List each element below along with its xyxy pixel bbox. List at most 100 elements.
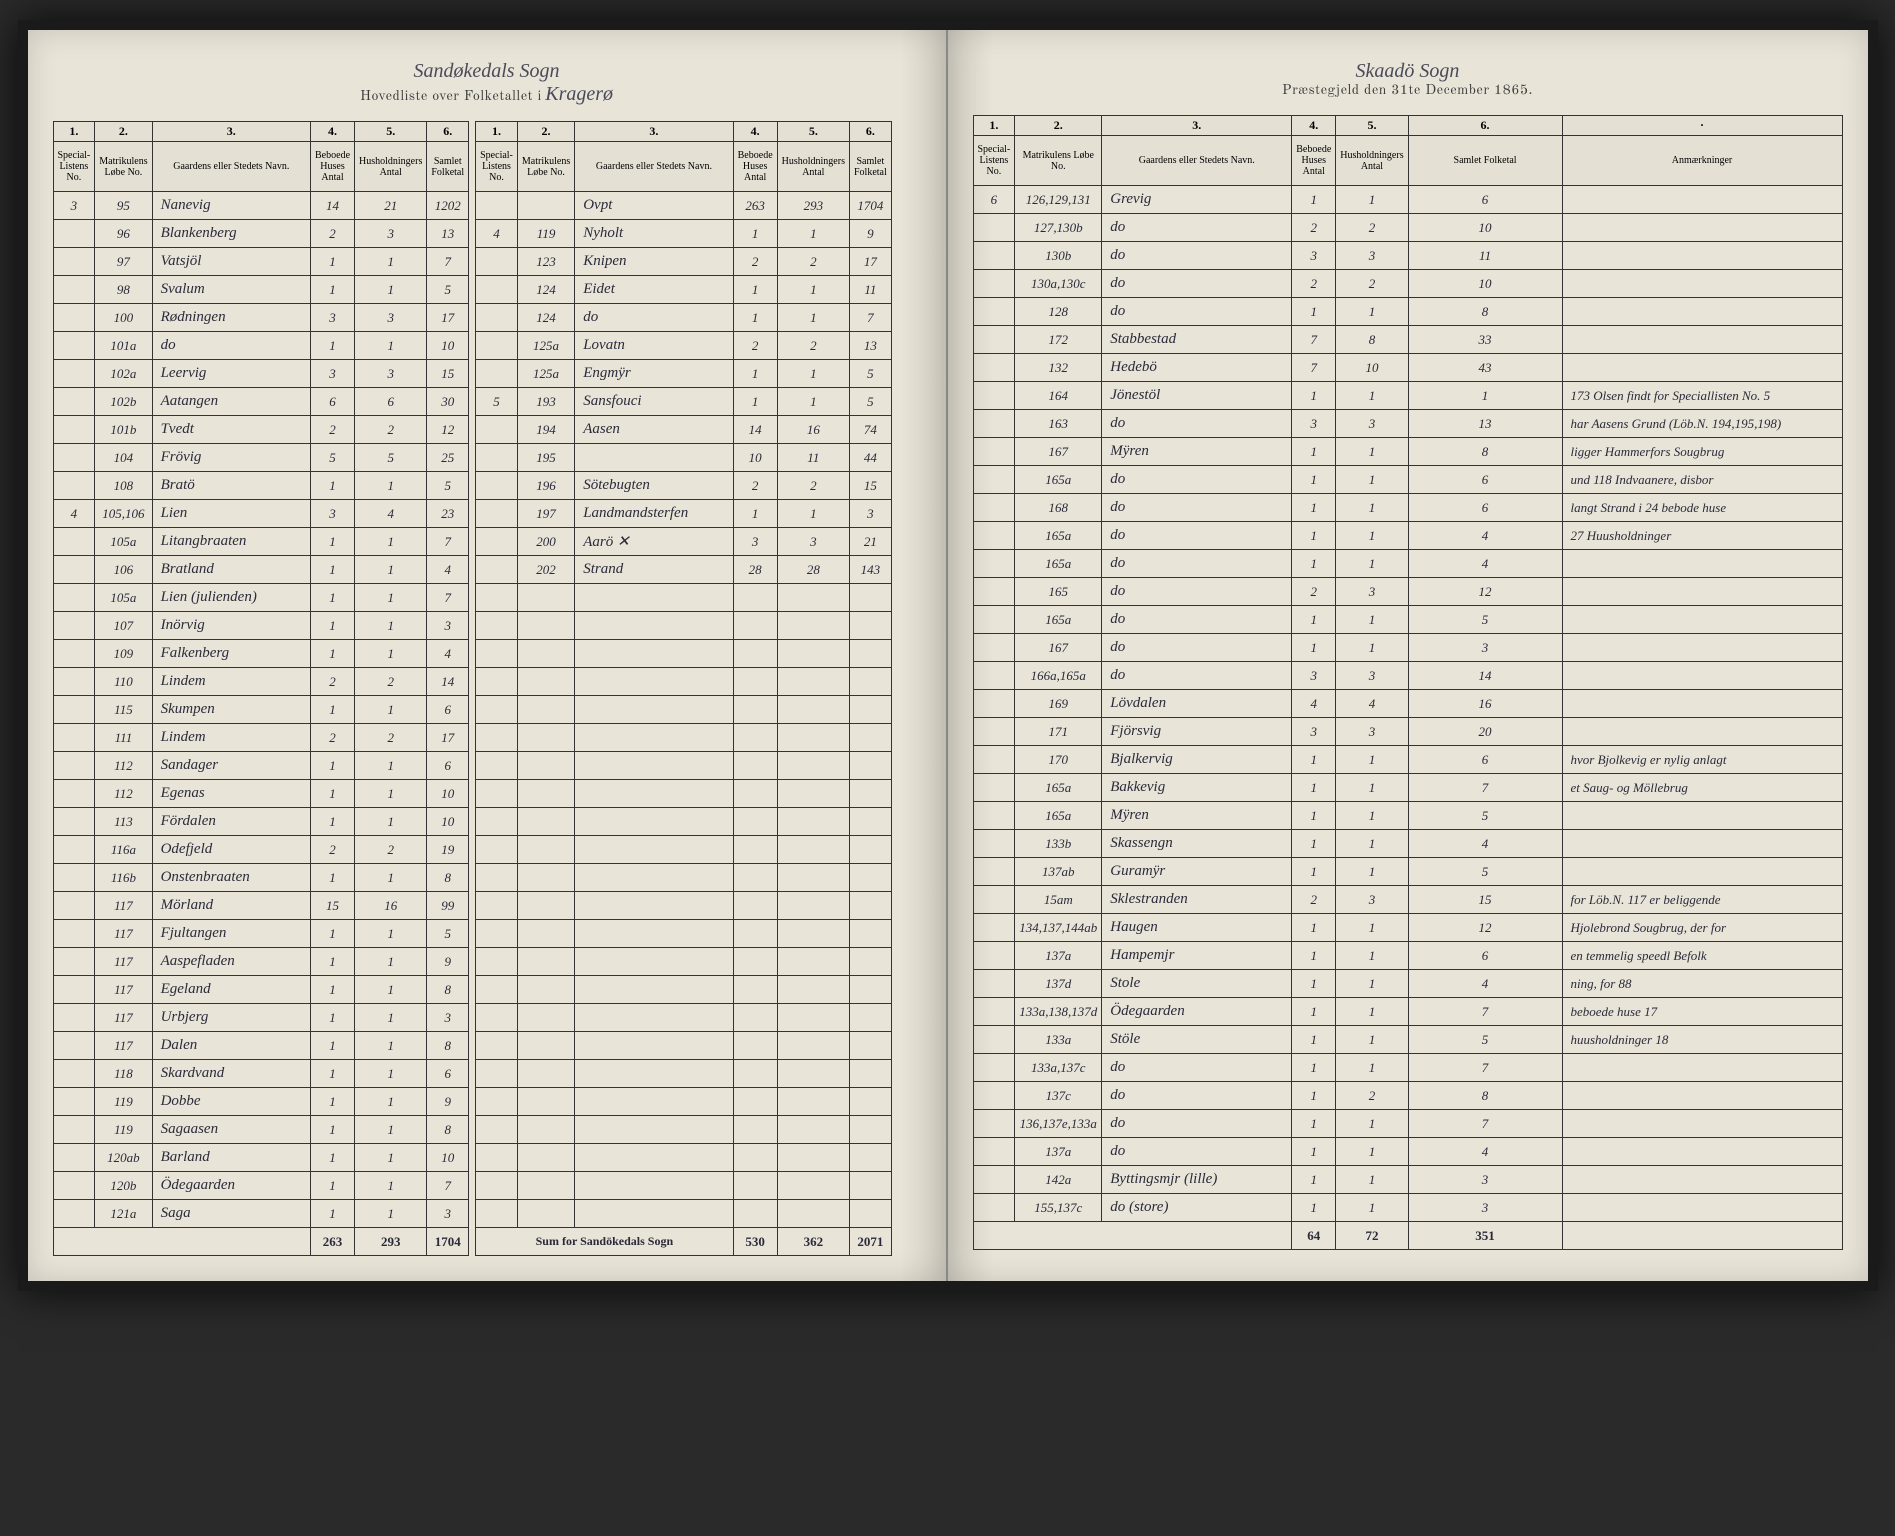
matrikul-no: 168	[1015, 494, 1102, 522]
special-list-no	[53, 724, 95, 752]
households: 28	[777, 556, 849, 584]
population: 15	[1408, 886, 1562, 914]
special-list-no	[53, 332, 95, 360]
households: 2	[777, 332, 849, 360]
households: 1	[1336, 774, 1408, 802]
houses: 1	[1292, 858, 1336, 886]
houses: 1	[1292, 802, 1336, 830]
place-name: Hampemjr	[1102, 942, 1292, 970]
households: 1	[1336, 998, 1408, 1026]
households: 1	[355, 920, 427, 948]
matrikul-no: 119	[95, 1116, 152, 1144]
matrikul-no: 125a	[517, 332, 574, 360]
matrikul-no: 133b	[1015, 830, 1102, 858]
remarks: 27 Huusholdninger	[1562, 522, 1842, 550]
place-name: Skassengn	[1102, 830, 1292, 858]
place-name: Fjörsvig	[1102, 718, 1292, 746]
remarks	[1562, 1082, 1842, 1110]
special-list-no	[476, 472, 518, 500]
table-row: 124Eidet1111	[476, 276, 892, 304]
matrikul-no: 172	[1015, 326, 1102, 354]
remarks	[1562, 662, 1842, 690]
houses: 1	[1292, 186, 1336, 214]
population: 13	[849, 332, 891, 360]
special-list-no	[53, 976, 95, 1004]
place-name: Grevig	[1102, 186, 1292, 214]
population: 7	[427, 584, 469, 612]
households: 1	[1336, 970, 1408, 998]
table-row	[476, 808, 892, 836]
households: 3	[1336, 718, 1408, 746]
houses: 1	[311, 864, 355, 892]
table-row: 165ado11427 Huusholdninger	[973, 522, 1842, 550]
place-name: Egeland	[152, 976, 310, 1004]
population: 6	[1408, 494, 1562, 522]
households: 1	[355, 780, 427, 808]
households: 3	[355, 304, 427, 332]
special-list-no	[53, 640, 95, 668]
houses: 3	[1292, 718, 1336, 746]
special-list-no	[973, 718, 1015, 746]
place-name: Barland	[152, 1144, 310, 1172]
matrikul-no: 127,130b	[1015, 214, 1102, 242]
matrikul-no: 194	[517, 416, 574, 444]
matrikul-no: 107	[95, 612, 152, 640]
houses: 1	[311, 248, 355, 276]
remarks	[1562, 830, 1842, 858]
place-name: Litangbraaten	[152, 528, 310, 556]
special-list-no	[53, 444, 95, 472]
table-row: 133aStöle115huusholdninger 18	[973, 1026, 1842, 1054]
place-name: Bjalkervig	[1102, 746, 1292, 774]
left-table-a: 1. 2. 3. 4. 5. 6. Special-Listens No. Ma…	[53, 121, 470, 1256]
population: 16	[1408, 690, 1562, 718]
special-list-no	[973, 914, 1015, 942]
place-name: Lovatn	[575, 332, 733, 360]
special-list-no	[53, 1144, 95, 1172]
households: 3	[777, 528, 849, 556]
table-row: 130bdo3311	[973, 242, 1842, 270]
houses: 3	[1292, 242, 1336, 270]
households: 1	[355, 612, 427, 640]
matrikul-no: 130a,130c	[1015, 270, 1102, 298]
population: 13	[1408, 410, 1562, 438]
houses: 1	[1292, 1194, 1336, 1222]
matrikul-no: 137a	[1015, 942, 1102, 970]
table-row: 172Stabbestad7833	[973, 326, 1842, 354]
table-row: 165aBakkevig117et Saug- og Möllebrug	[973, 774, 1842, 802]
table-row: 4105,106Lien3423	[53, 500, 469, 528]
special-list-no: 4	[53, 500, 95, 528]
matrikul-no: 164	[1015, 382, 1102, 410]
population: 8	[427, 1032, 469, 1060]
households: 1	[355, 864, 427, 892]
place-name: Lien (julienden)	[152, 584, 310, 612]
remarks: ning, for 88	[1562, 970, 1842, 998]
matrikul-no: 97	[95, 248, 152, 276]
matrikul-no: 137d	[1015, 970, 1102, 998]
special-list-no	[973, 634, 1015, 662]
matrikul-no: 125a	[517, 360, 574, 388]
table-row: 4119Nyholt119	[476, 220, 892, 248]
houses: 1	[733, 500, 777, 528]
remarks: en temmelig speedl Befolk	[1562, 942, 1842, 970]
table-row: 167Mÿren118ligger Hammerfors Sougbrug	[973, 438, 1842, 466]
table-row: 119Dobbe119	[53, 1088, 469, 1116]
special-list-no	[476, 276, 518, 304]
houses: 1	[1292, 1138, 1336, 1166]
place-name: Blankenberg	[152, 220, 310, 248]
remarks: huusholdninger 18	[1562, 1026, 1842, 1054]
remarks: et Saug- og Möllebrug	[1562, 774, 1842, 802]
population: 3	[427, 612, 469, 640]
households: 2	[355, 836, 427, 864]
place-name: Bakkevig	[1102, 774, 1292, 802]
population: 3	[1408, 1166, 1562, 1194]
place-name: Nyholt	[575, 220, 733, 248]
population: 5	[427, 472, 469, 500]
population: 5	[427, 920, 469, 948]
population: 3	[427, 1004, 469, 1032]
households: 1	[355, 1004, 427, 1032]
place-name: Bratö	[152, 472, 310, 500]
remarks: ligger Hammerfors Sougbrug	[1562, 438, 1842, 466]
remarks	[1562, 1166, 1842, 1194]
special-list-no	[973, 942, 1015, 970]
special-list-no	[973, 522, 1015, 550]
